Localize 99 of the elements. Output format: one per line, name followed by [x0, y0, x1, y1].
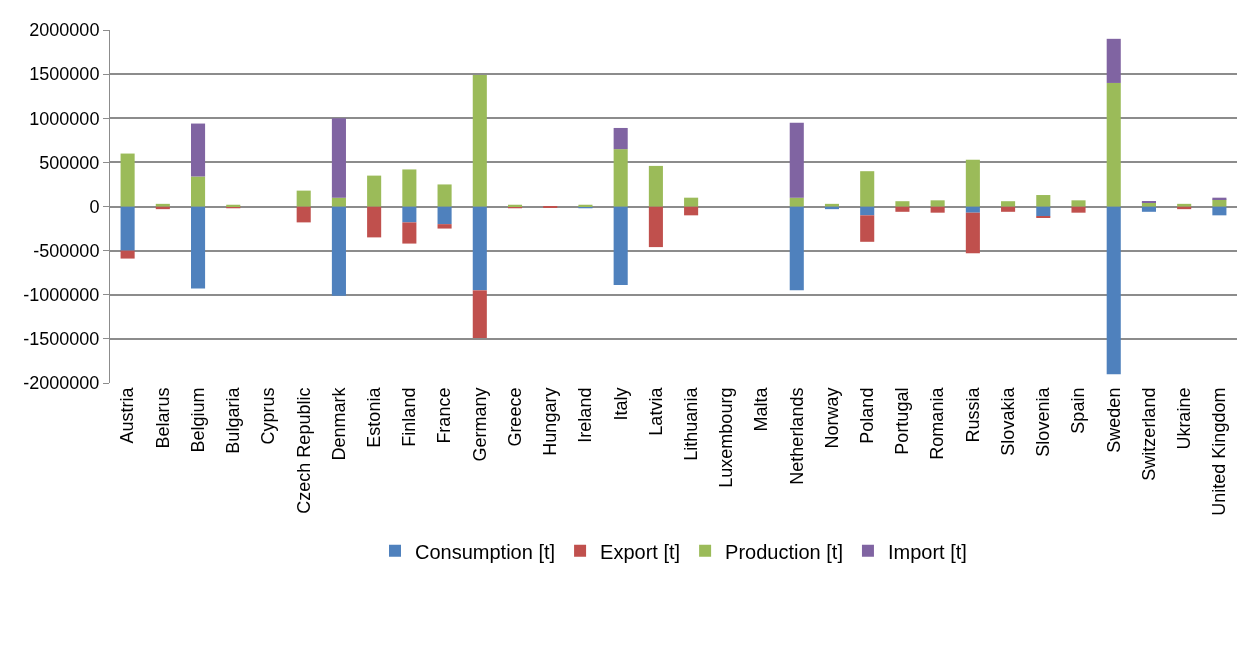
- bar: [437, 184, 452, 207]
- bar: [1036, 195, 1051, 207]
- bar: [472, 75, 487, 207]
- bar: [1106, 206, 1121, 375]
- bar: [613, 127, 628, 150]
- x-tick-label: Sweden: [1103, 387, 1124, 453]
- bar: [648, 165, 663, 207]
- y-tick-label: 1500000: [29, 64, 100, 85]
- bar: [965, 212, 980, 254]
- legend-label: Consumption [t]: [415, 540, 556, 563]
- y-tick-label: -1500000: [23, 329, 100, 350]
- bar: [296, 206, 311, 223]
- bar: [191, 123, 206, 177]
- x-tick-label: Greece: [504, 387, 525, 447]
- bar: [402, 169, 417, 207]
- bar: [191, 206, 206, 289]
- bar: [367, 175, 382, 207]
- x-tick-label: Finland: [399, 387, 420, 447]
- x-tick-label: Russia: [962, 386, 983, 443]
- bar: [930, 200, 945, 207]
- x-tick-label: Lithuania: [680, 386, 701, 461]
- bar: [789, 122, 804, 198]
- bar: [296, 190, 311, 207]
- y-tick-label: -500000: [33, 240, 100, 261]
- x-tick-label: Belarus: [152, 387, 173, 449]
- bar: [1212, 199, 1227, 207]
- bar: [402, 206, 417, 223]
- bar: [789, 206, 804, 291]
- bar: [120, 206, 135, 251]
- x-tick-label: Spain: [1068, 387, 1089, 434]
- bar: [120, 153, 135, 207]
- bar: [965, 159, 980, 207]
- bar: [1141, 206, 1156, 212]
- x-tick-label: Malta: [751, 386, 772, 432]
- x-tick-label: United Kingdom: [1209, 387, 1230, 516]
- bar: [437, 224, 452, 229]
- x-tick-label: Bulgaria: [223, 386, 244, 454]
- x-tick-label: Norway: [821, 387, 842, 449]
- bar: [472, 206, 487, 291]
- bar: [1001, 206, 1016, 212]
- bar: [895, 201, 910, 207]
- bar: [789, 197, 804, 207]
- bar: [331, 197, 346, 207]
- x-tick-label: Ireland: [575, 387, 596, 443]
- bar: [648, 206, 663, 248]
- x-tick-label: Switzerland: [1138, 387, 1159, 481]
- bar: [1071, 206, 1086, 213]
- y-tick-label: 2000000: [29, 20, 100, 41]
- bar: [1036, 206, 1051, 217]
- bar: [331, 206, 346, 296]
- x-tick-label: Romania: [927, 386, 948, 460]
- x-tick-label: Belgium: [187, 387, 208, 453]
- x-tick-label: Latvia: [645, 386, 666, 436]
- bar: [860, 215, 875, 242]
- legend-label: Export [t]: [600, 540, 681, 563]
- bar: [191, 176, 206, 207]
- x-tick-label: Ukraine: [1174, 387, 1195, 450]
- y-tick-label: -2000000: [23, 373, 100, 394]
- y-tick-label: 500000: [39, 152, 100, 173]
- x-tick-label: Netherlands: [786, 387, 807, 485]
- bar: [613, 149, 628, 207]
- x-tick-label: Hungary: [540, 387, 561, 456]
- x-tick-label: Poland: [857, 387, 878, 444]
- x-tick-label: Portugal: [892, 387, 913, 455]
- y-tick-label: -1000000: [23, 285, 100, 306]
- x-tick-label: Denmark: [328, 386, 349, 461]
- x-tick-label: Germany: [469, 387, 490, 462]
- bar: [860, 206, 875, 216]
- bar: [1106, 82, 1121, 207]
- bar: [860, 171, 875, 207]
- bar: [684, 206, 699, 216]
- bar: [472, 290, 487, 338]
- x-tick-label: France: [434, 387, 455, 444]
- bar: [1071, 200, 1086, 207]
- bar: [1212, 206, 1227, 216]
- x-tick-label: Slovakia: [997, 386, 1018, 456]
- bar: [331, 118, 346, 198]
- bar: [437, 206, 452, 225]
- x-tick-label: Cyprus: [258, 387, 279, 445]
- x-tick-label: Czech Republic: [293, 387, 314, 514]
- x-tick-label: Luxembourg: [716, 387, 737, 488]
- bar: [1001, 201, 1016, 207]
- y-tick-label: 0: [89, 196, 100, 217]
- bar: [930, 206, 945, 213]
- bar: [1106, 38, 1121, 83]
- x-tick-label: Italy: [610, 387, 631, 421]
- bar: [613, 206, 628, 286]
- bar: [402, 222, 417, 244]
- bar: [120, 250, 135, 259]
- bar: [684, 197, 699, 207]
- bar: [367, 206, 382, 238]
- legend-label: Import [t]: [887, 540, 967, 563]
- y-tick-label: 1000000: [29, 108, 100, 129]
- bar: [895, 206, 910, 212]
- legend-label: Production [t]: [725, 540, 843, 563]
- x-tick-label: Estonia: [363, 386, 384, 448]
- x-tick-label: Slovenia: [1033, 386, 1054, 457]
- x-tick-label: Austria: [117, 386, 138, 444]
- bar: [965, 206, 980, 213]
